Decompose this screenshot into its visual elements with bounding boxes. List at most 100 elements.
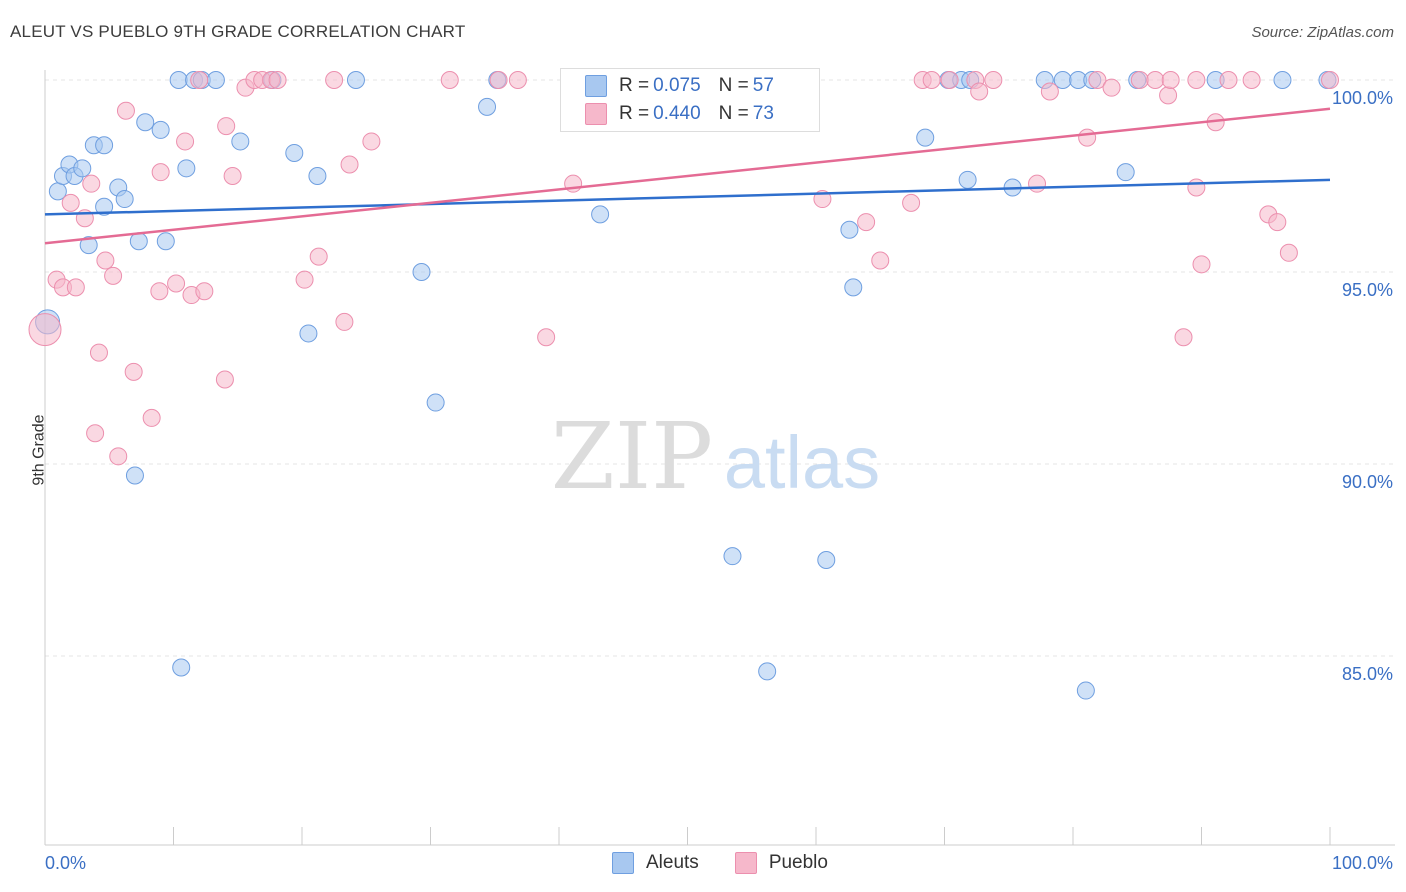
pueblo-point[interactable] [1321, 71, 1339, 89]
aleuts-point[interactable] [426, 393, 445, 412]
pueblo-point[interactable] [1028, 174, 1047, 193]
pueblo-point[interactable] [104, 266, 123, 285]
aleuts-point[interactable] [95, 136, 114, 155]
aleuts-point[interactable] [125, 466, 144, 485]
trend-layer [44, 107, 1331, 245]
pueblo-point[interactable] [142, 408, 161, 427]
aleuts-point[interactable] [95, 197, 114, 216]
aleuts-point[interactable] [129, 232, 148, 251]
legend-n-label: N = [718, 75, 749, 96]
pueblo-point[interactable] [190, 71, 209, 89]
aleuts-point[interactable] [840, 220, 859, 239]
pueblo-point[interactable] [940, 71, 959, 89]
aleuts-point[interactable] [817, 551, 836, 569]
aleuts-point[interactable] [151, 120, 170, 139]
pueblo-point[interactable] [215, 370, 234, 389]
aleuts-point[interactable] [1273, 71, 1292, 89]
aleuts-point[interactable] [299, 324, 318, 343]
pueblo-point[interactable] [89, 343, 108, 362]
pueblo-point[interactable] [1102, 78, 1121, 97]
legend-label-aleuts: Aleuts [646, 852, 699, 873]
aleuts-point[interactable] [723, 547, 742, 566]
pueblo-point[interactable] [151, 163, 170, 182]
aleuts-point[interactable] [591, 205, 610, 224]
pueblo-point[interactable] [223, 167, 242, 185]
pueblo-point[interactable] [508, 71, 527, 89]
pueblo-point[interactable] [295, 270, 314, 289]
pueblo-point[interactable] [124, 362, 143, 381]
pueblo-point[interactable] [1146, 71, 1165, 89]
aleuts-legend-swatch [612, 852, 634, 874]
pueblo-point[interactable] [268, 71, 287, 89]
pueblo-point[interactable] [28, 313, 62, 347]
pueblo-point[interactable] [109, 447, 128, 466]
pueblo-point[interactable] [1161, 71, 1180, 89]
pueblo-point[interactable] [1187, 178, 1206, 197]
pueblo-point[interactable] [1187, 71, 1206, 89]
aleuts-point[interactable] [231, 132, 250, 151]
y-tick-label: 85.0% [1342, 664, 1393, 684]
pueblo-point[interactable] [150, 282, 169, 301]
pueblo-point[interactable] [66, 278, 85, 297]
pueblo-point[interactable] [1219, 71, 1238, 89]
aleuts-point[interactable] [79, 236, 98, 255]
legend-item-aleuts[interactable]: Aleuts [612, 852, 699, 874]
legend-item-pueblo[interactable]: Pueblo [734, 852, 828, 874]
aleuts-point[interactable] [308, 167, 327, 185]
pueblo-point[interactable] [440, 71, 459, 89]
pueblo-point[interactable] [1279, 243, 1298, 262]
pueblo-point[interactable] [1088, 71, 1107, 89]
pueblo-point[interactable] [537, 328, 556, 347]
pueblo-point[interactable] [922, 71, 941, 89]
pueblo-point[interactable] [1242, 71, 1261, 89]
aleuts-point[interactable] [115, 190, 134, 209]
aleuts-point[interactable] [478, 97, 497, 116]
pueblo-point[interactable] [309, 247, 328, 266]
pueblo-point[interactable] [116, 101, 135, 120]
pueblo-point[interactable] [82, 174, 101, 193]
aleuts-point[interactable] [285, 143, 304, 162]
pueblo-point[interactable] [1268, 213, 1287, 232]
aleuts-point[interactable] [169, 71, 188, 89]
aleuts-point[interactable] [958, 170, 977, 189]
aleuts-point[interactable] [412, 263, 431, 281]
pueblo-point[interactable] [871, 251, 890, 270]
pueblo-point[interactable] [325, 71, 344, 89]
pueblo-point[interactable] [970, 82, 989, 101]
legend-r-value: 0.440 [653, 103, 701, 124]
pueblo-point[interactable] [1192, 255, 1211, 274]
x-tick-label: 0.0% [45, 853, 86, 873]
pueblo-point[interactable] [1159, 86, 1178, 105]
aleuts-point[interactable] [206, 71, 225, 89]
aleuts-point[interactable] [136, 113, 155, 132]
pueblo-point[interactable] [61, 193, 80, 212]
aleuts-point[interactable] [916, 128, 935, 147]
aleuts-point[interactable] [177, 159, 196, 178]
pueblo-point[interactable] [489, 71, 508, 89]
pueblo-point[interactable] [857, 213, 876, 232]
pueblo-point[interactable] [340, 155, 359, 174]
pueblo-point[interactable] [176, 132, 195, 151]
aleuts-point[interactable] [1116, 163, 1135, 182]
pueblo-point[interactable] [902, 193, 921, 212]
pueblo-point[interactable] [362, 132, 381, 151]
aleuts-point[interactable] [156, 232, 175, 251]
pueblo-point[interactable] [1040, 82, 1059, 101]
aleuts-point[interactable] [73, 159, 92, 178]
aleuts-point[interactable] [758, 662, 777, 681]
pueblo-point[interactable] [96, 251, 115, 270]
pueblo-point[interactable] [1078, 128, 1097, 147]
pueblo-point[interactable] [1174, 328, 1193, 347]
aleuts-point[interactable] [844, 278, 863, 297]
aleuts-point[interactable] [346, 71, 365, 89]
pueblo-point[interactable] [86, 424, 105, 443]
grid-layer [45, 79, 1395, 657]
pueblo-point[interactable] [1130, 71, 1149, 89]
pueblo-point[interactable] [335, 312, 354, 331]
pueblo-point[interactable] [217, 117, 236, 136]
aleuts-point[interactable] [172, 658, 191, 677]
pueblo-point[interactable] [167, 274, 186, 293]
pueblo-point[interactable] [195, 282, 214, 301]
aleuts-point[interactable] [1076, 681, 1095, 700]
pueblo-point[interactable] [984, 71, 1003, 89]
